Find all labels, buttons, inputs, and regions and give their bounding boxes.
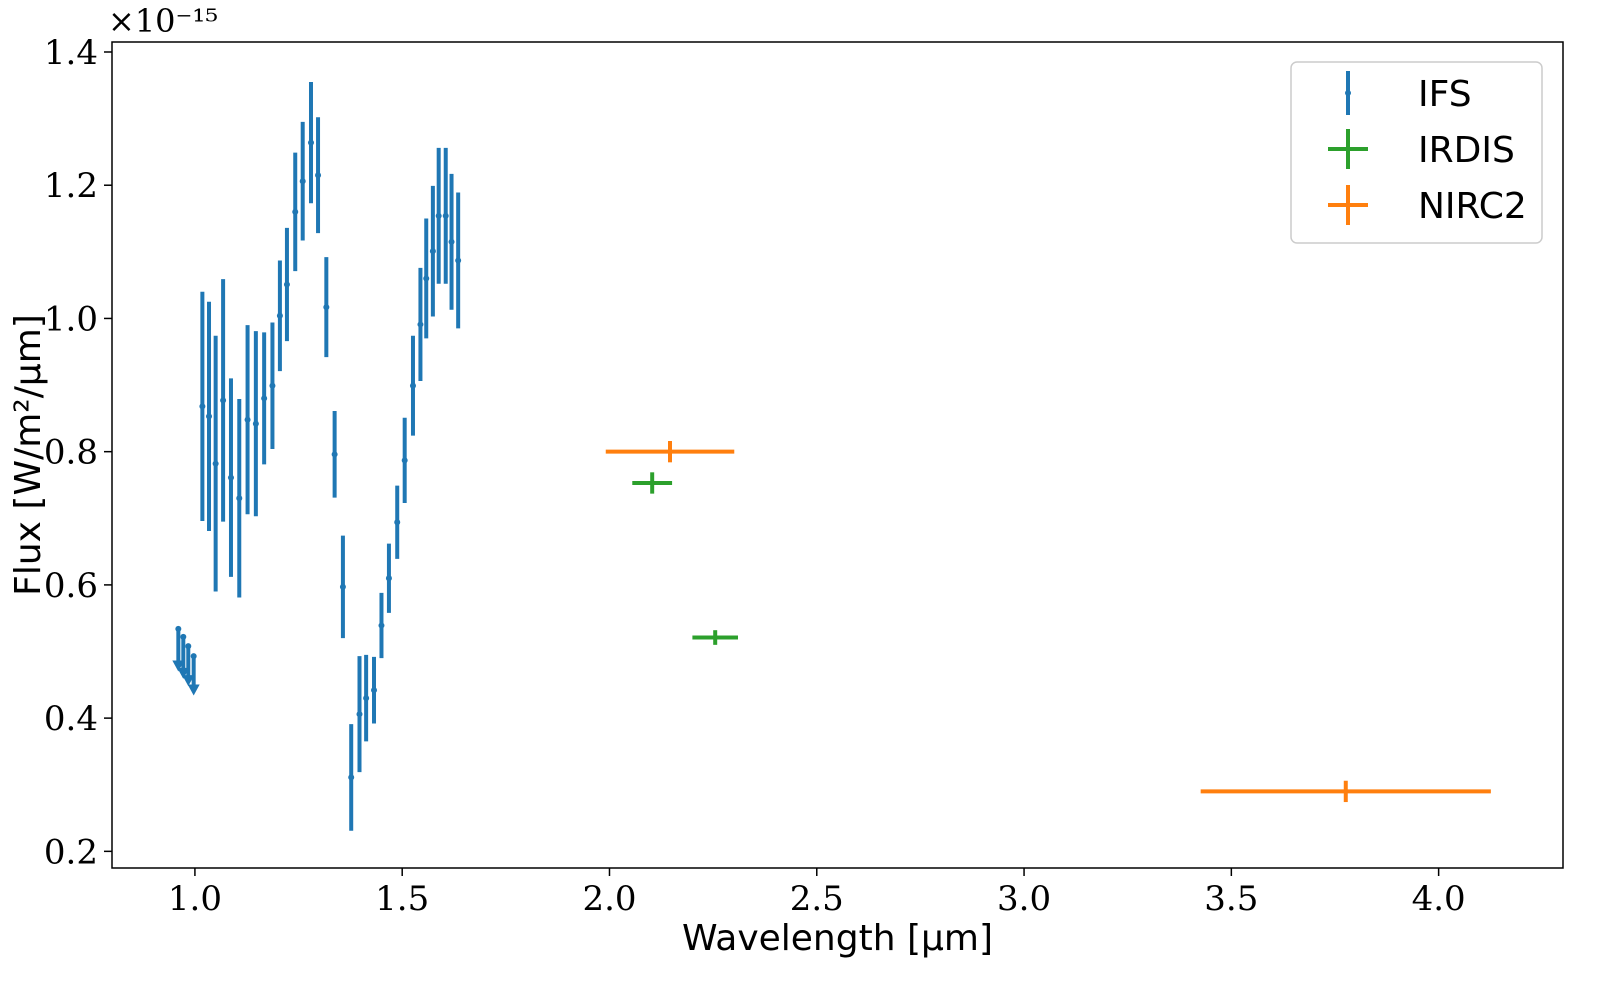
x-tick-label: 4.0 <box>1412 879 1466 919</box>
legend-label: NIRC2 <box>1418 186 1527 227</box>
data-point <box>236 495 243 502</box>
y-tick-label: 1.2 <box>44 166 98 206</box>
data-point <box>292 208 299 215</box>
data-point <box>307 139 314 146</box>
data-point <box>339 583 346 590</box>
data-point <box>371 687 378 694</box>
x-tick-label: 3.5 <box>1204 879 1258 919</box>
x-tick-label: 2.0 <box>582 879 636 919</box>
y-tick-label: 0.2 <box>44 832 98 872</box>
legend-label: IRDIS <box>1418 130 1515 171</box>
data-point <box>435 212 442 219</box>
data-point <box>276 312 283 319</box>
data-point <box>378 622 385 629</box>
y-axis-label: Flux [W/m²/μm] <box>8 314 49 596</box>
y-tick-label: 1.0 <box>44 299 98 339</box>
data-point <box>185 643 192 650</box>
data-point <box>448 238 455 245</box>
upper-limit-arrow <box>182 675 195 687</box>
legend-box <box>1290 61 1543 244</box>
legend-marker-dot <box>1345 90 1351 96</box>
legend-label: IFS <box>1418 74 1472 115</box>
data-point <box>190 653 197 660</box>
data-point <box>261 395 268 402</box>
data-point <box>423 275 430 282</box>
data-point <box>206 413 213 420</box>
y-tick-label: 1.4 <box>44 33 98 73</box>
data-point <box>269 382 276 389</box>
data-point <box>394 519 401 526</box>
data-point <box>331 451 338 458</box>
data-point <box>227 474 234 481</box>
data-point <box>244 416 251 423</box>
data-point <box>252 420 259 427</box>
upper-limit-arrow <box>187 684 200 696</box>
data-point <box>180 633 187 640</box>
data-point <box>323 304 330 311</box>
data-point <box>442 212 449 219</box>
plot-frame <box>111 41 1564 869</box>
x-axis-label: Wavelength [μm] <box>682 918 993 959</box>
data-point <box>417 321 424 328</box>
series-ifs <box>199 81 462 831</box>
data-point <box>199 403 206 410</box>
data-point <box>315 172 322 179</box>
data-point <box>220 397 227 404</box>
data-point <box>401 457 408 464</box>
x-tick-label: 1.0 <box>168 879 222 919</box>
plot-marks <box>172 81 1491 831</box>
y-multiplier-label: ×10⁻¹⁵ <box>108 2 218 40</box>
legend: IFS IRDIS NIRC2 <box>1290 61 1543 244</box>
y-tick-label: 0.6 <box>44 566 98 606</box>
series-ifs-upper-limits <box>172 625 200 696</box>
data-point <box>409 382 416 389</box>
x-tick-label: 2.5 <box>790 879 844 919</box>
series-irdis <box>632 472 739 645</box>
x-tick-label: 1.5 <box>375 879 429 919</box>
data-point <box>429 248 436 255</box>
data-point <box>212 460 219 467</box>
data-point <box>283 281 290 288</box>
data-point <box>356 711 363 718</box>
data-point <box>455 257 462 264</box>
data-point <box>363 695 370 702</box>
y-tick-label: 0.4 <box>44 699 98 739</box>
y-tick-label: 0.8 <box>44 433 98 473</box>
series-nirc2 <box>605 441 1491 803</box>
data-point <box>175 625 182 632</box>
x-tick-label: 3.0 <box>997 879 1051 919</box>
axis-ticks: 1.0 1.5 2.0 2.5 3.0 3.5 4.0 0.2 0.4 0.6 0.8 1.0 1.2 1… <box>44 33 1466 919</box>
data-point <box>385 575 392 582</box>
data-point <box>299 178 306 185</box>
data-point <box>348 774 355 781</box>
